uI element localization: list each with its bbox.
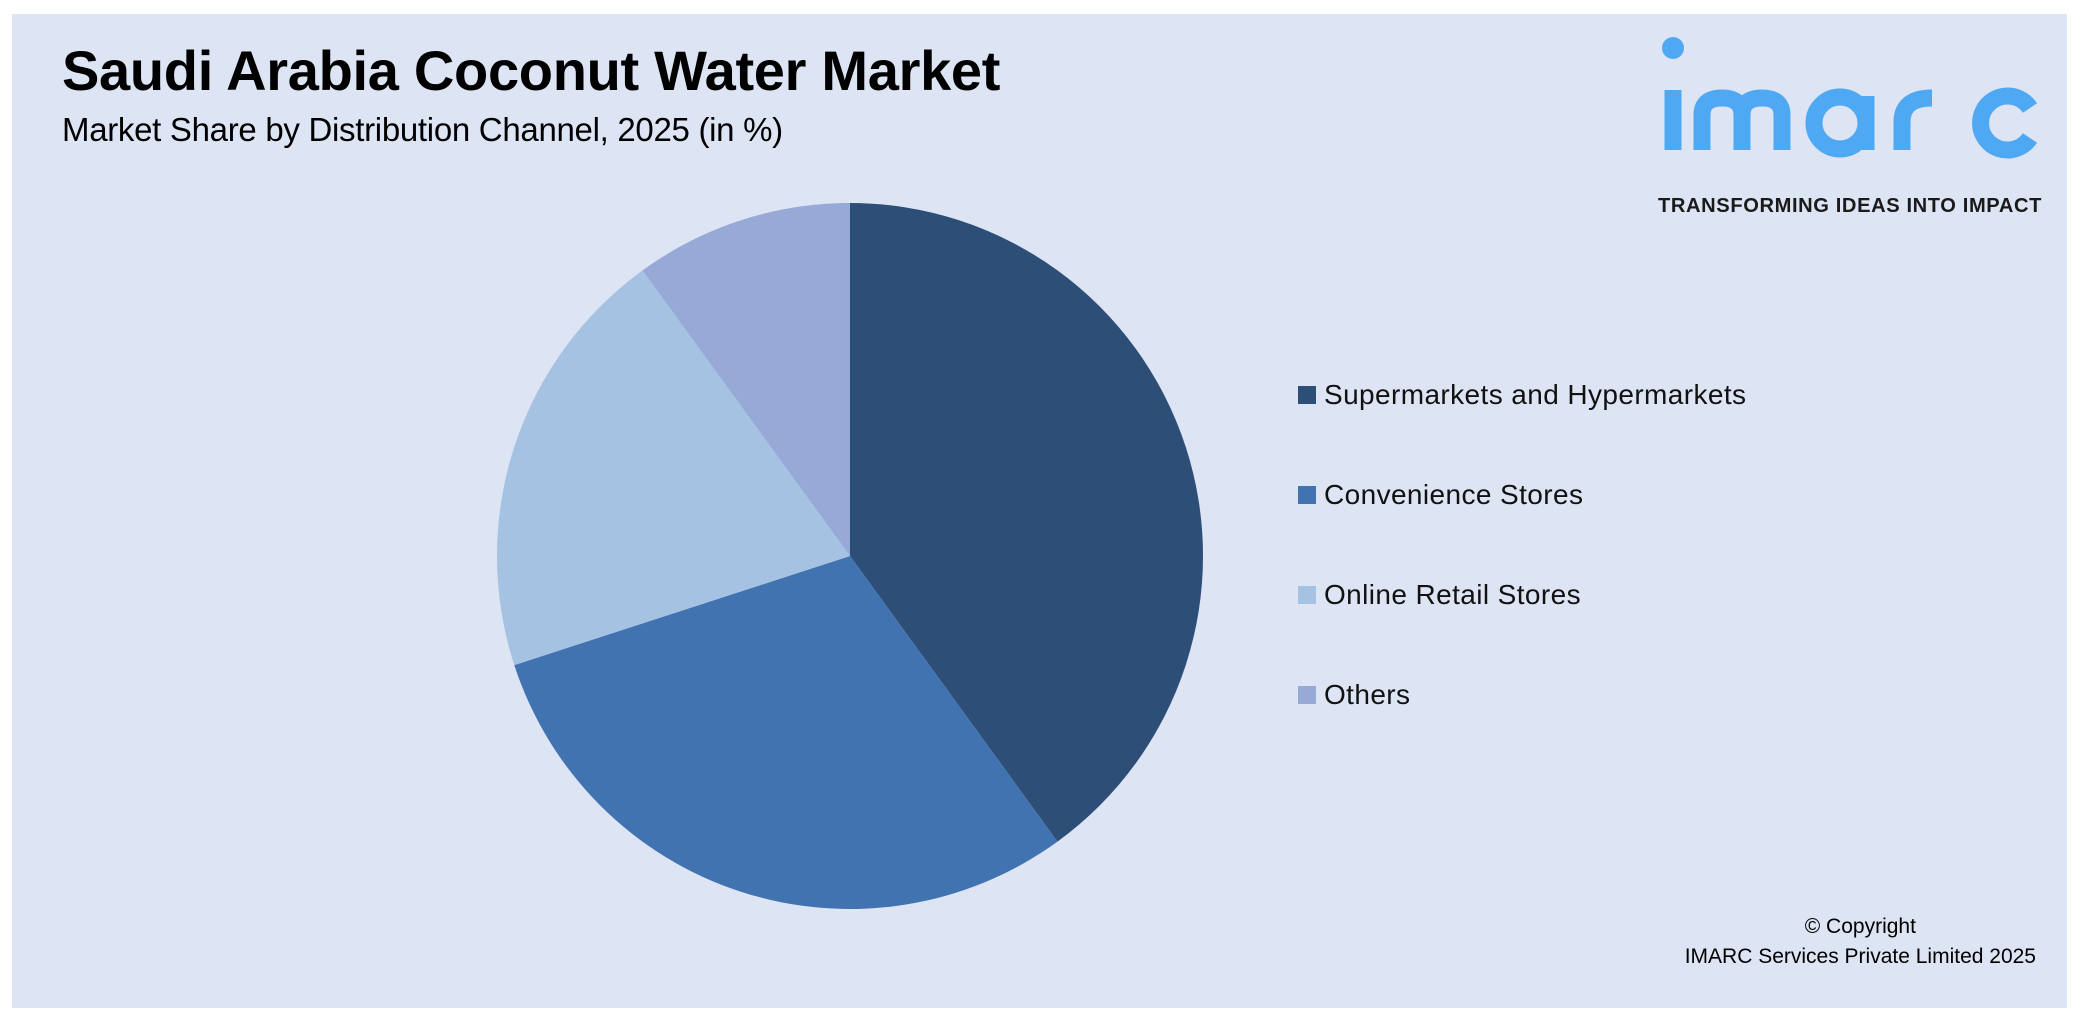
legend-item-supermarkets[interactable]: Supermarkets and Hypermarkets <box>1298 378 1746 412</box>
legend-swatch-icon <box>1298 686 1316 704</box>
legend-label: Others <box>1324 679 1411 710</box>
legend-label: Supermarkets and Hypermarkets <box>1324 379 1747 410</box>
logo-tagline: TRANSFORMING IDEAS INTO IMPACT <box>1658 195 2042 215</box>
copyright-line-1: © Copyright <box>1804 915 1916 938</box>
logo-wordmark-icon <box>1662 37 2038 159</box>
pie-slice-convenience[interactable] <box>514 556 1058 909</box>
pie-slice-others[interactable] <box>642 203 850 556</box>
legend-label: Convenience Stores <box>1324 479 1584 510</box>
legend-label: Online Retail Stores <box>1324 579 1582 610</box>
copyright-notice: © Copyright IMARC Services Private Limit… <box>1685 912 2036 972</box>
legend-item-convenience[interactable]: Convenience Stores <box>1298 478 1583 512</box>
legend-item-others[interactable]: Others <box>1298 678 1410 712</box>
pie-slice-online[interactable] <box>497 270 850 666</box>
legend-swatch-icon <box>1298 586 1316 604</box>
pie-slice-supermarkets[interactable] <box>850 203 1203 842</box>
legend-swatch-icon <box>1298 386 1316 404</box>
chart-title: Saudi Arabia Coconut Water Market <box>62 39 1001 102</box>
chart-subtitle: Market Share by Distribution Channel, 20… <box>62 111 783 148</box>
copyright-line-2: IMARC Services Private Limited 2025 <box>1684 945 2036 968</box>
imarc-logo: TRANSFORMING IDEAS INTO IMPACT <box>1658 37 2042 215</box>
legend-item-online[interactable]: Online Retail Stores <box>1298 578 1581 612</box>
legend-swatch-icon <box>1298 486 1316 504</box>
